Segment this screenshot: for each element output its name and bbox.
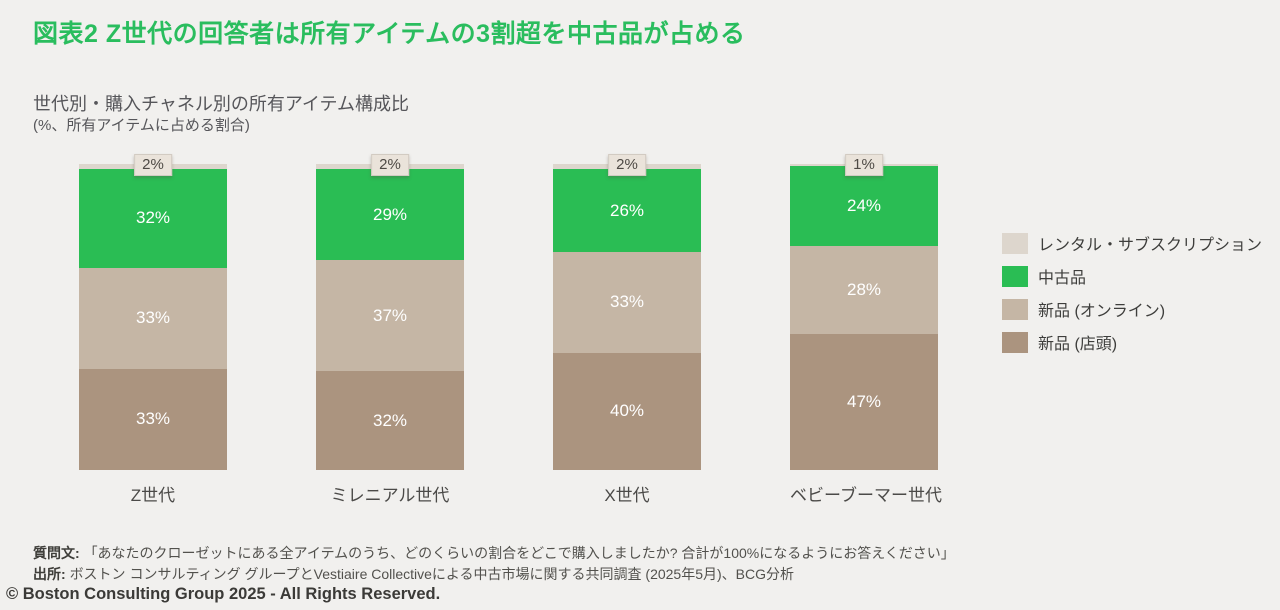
legend-label: レンタル・サブスクリプション [1038, 237, 1263, 254]
legend-item-new-online: 新品 (オンライン) [1002, 297, 1262, 321]
segment-new-instore: 33% [79, 368, 227, 471]
chart-subtitle: 世代別・購入チャネル別の所有アイテム構成比 [33, 94, 410, 114]
stacked-bar-chart: 2% 32% 33% 33% Z世代 2% 29% 37% 32% ミレニアル世代 2% 26% 33%… [79, 154, 942, 506]
legend-swatch-secondhand [1002, 265, 1028, 287]
figure-title: 図表2 Z世代の回答者は所有アイテムの3割超を中古品が占める [33, 20, 746, 48]
bar-stack: 32% 33% 33% [79, 164, 227, 471]
bar-stack: 29% 37% 32% [316, 164, 464, 470]
category-label: ミレニアル世代 [330, 486, 450, 505]
rental-value-badge: 1% [845, 154, 883, 176]
bar-group-3: 2% 26% 33% 40% X世代 [553, 154, 701, 506]
chart-legend: レンタル・サブスクリプション 中古品新品 (オンライン) 新品 (店頭) [1002, 231, 1262, 354]
legend-swatch-new-online [1002, 298, 1028, 320]
legend-item-secondhand: 中古品 [1002, 264, 1262, 288]
segment-new-online: 33% [79, 267, 227, 369]
legend-label: 新品 (店頭) [1038, 336, 1118, 353]
legend-label: 新品 (オンライン) [1038, 303, 1166, 320]
segment-secondhand: 24% [790, 166, 938, 246]
source-note: 出所: ボストン コンサルティング グループとVestiaire Collect… [33, 564, 955, 585]
rental-value-badge: 2% [134, 154, 172, 176]
category-label: Z世代 [130, 486, 176, 505]
question-note: 質問文: 「あなたのクローゼットにある全アイテムのうち、どのくらいの割合をどこで… [33, 543, 955, 564]
bar-group-1: 2% 32% 33% 33% Z世代 [79, 154, 227, 506]
bar-stack: 24% 28% 47% [790, 164, 938, 470]
bar-group-4: 1% 24% 28% 47% ベビーブーマー世代 [790, 154, 942, 506]
segment-new-online: 37% [316, 260, 464, 372]
segment-new-instore: 32% [316, 371, 464, 470]
legend-item-rental: レンタル・サブスクリプション [1002, 231, 1262, 255]
segment-new-online: 28% [790, 245, 938, 335]
legend-swatch-new-instore [1002, 331, 1028, 353]
source-text: ボストン コンサルティング グループとVestiaire Collectiveに… [69, 566, 794, 582]
question-text: 「あなたのクローゼットにある全アイテムのうち、どのくらいの割合をどこで購入しまし… [83, 545, 955, 561]
chart-unit-note: (%、所有アイテムに占める割合) [33, 117, 250, 134]
segment-new-instore: 47% [790, 334, 938, 470]
copyright: © Boston Consulting Group 2025 - All Rig… [6, 585, 441, 603]
category-label: ベビーブーマー世代 [790, 486, 942, 505]
category-label: X世代 [604, 486, 650, 505]
segment-secondhand: 32% [79, 168, 227, 268]
legend-label: 中古品 [1038, 270, 1087, 287]
bar-stack: 26% 33% 40% [553, 164, 701, 470]
segment-new-online: 33% [553, 252, 701, 353]
segment-secondhand: 26% [553, 168, 701, 253]
legend-item-new-instore: 新品 (店頭) [1002, 330, 1262, 354]
rental-value-badge: 2% [371, 154, 409, 176]
footnotes: 質問文: 「あなたのクローゼットにある全アイテムのうち、どのくらいの割合をどこで… [33, 543, 955, 585]
segment-new-instore: 40% [553, 352, 701, 470]
bar-group-2: 2% 29% 37% 32% ミレニアル世代 [316, 154, 464, 506]
source-label: 出所: [33, 566, 66, 582]
rental-value-badge: 2% [608, 154, 646, 176]
legend-swatch-rental [1002, 232, 1028, 254]
question-label: 質問文: [33, 545, 80, 561]
segment-secondhand: 29% [316, 168, 464, 261]
